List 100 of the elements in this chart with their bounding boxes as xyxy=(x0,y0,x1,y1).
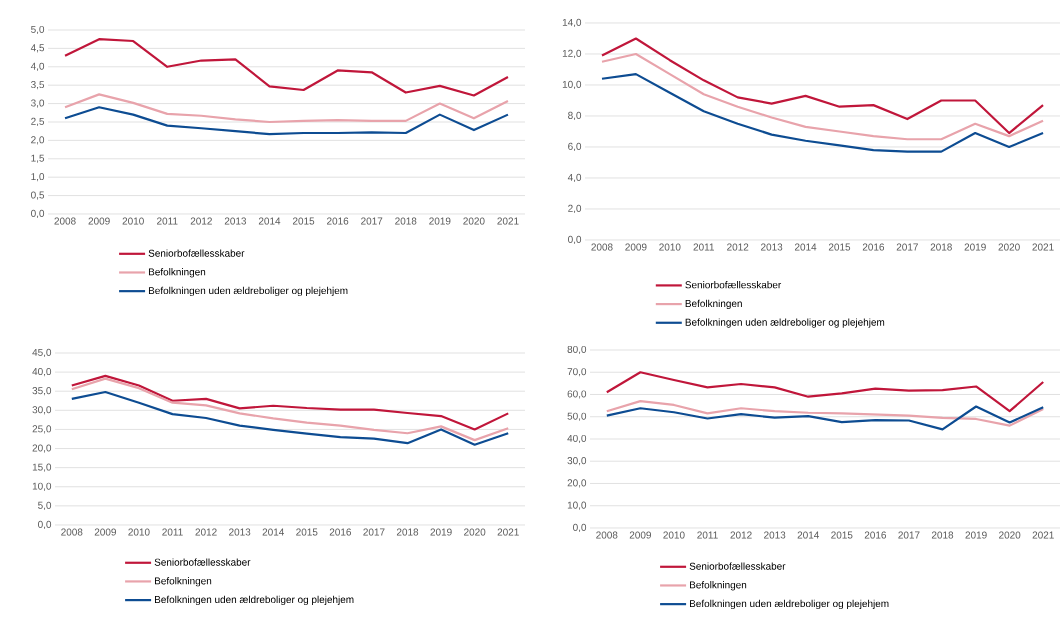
y-tick-label: 4,0 xyxy=(567,173,582,183)
x-tick-label: 2019 xyxy=(430,528,452,536)
x-tick-label: 2018 xyxy=(396,528,419,536)
line-series xyxy=(600,37,1045,135)
y-tick-label: 12,0 xyxy=(562,49,582,59)
x-tick-label: 2010 xyxy=(122,217,144,225)
x-tick-label: 2015 xyxy=(828,243,851,251)
x-tick-label: 2016 xyxy=(862,243,885,251)
x-tick-label: 2009 xyxy=(625,243,647,251)
line-series xyxy=(600,73,1045,153)
x-tick-label: 2015 xyxy=(292,217,315,225)
x-tick-label: 2014 xyxy=(797,531,820,539)
x-tick-label: 2015 xyxy=(296,528,318,536)
y-tick-label: 30,0 xyxy=(32,406,52,415)
y-tick-label: 5,0 xyxy=(38,501,52,510)
legend-label: Befolkningen uden ældreboliger og plejehjem xyxy=(154,595,354,606)
x-tick-label: 2016 xyxy=(864,531,887,539)
y-tick-label: 4,5 xyxy=(30,44,45,53)
line-series xyxy=(63,106,510,136)
x-tick-label: 2016 xyxy=(327,217,349,225)
x-tick-label: 2008 xyxy=(596,531,618,539)
y-tick-label: 20,0 xyxy=(567,479,587,488)
y-tick-label: 60,0 xyxy=(567,390,587,399)
x-tick-label: 2011 xyxy=(697,531,718,539)
line-series xyxy=(605,405,1045,431)
x-tick-label: 2011 xyxy=(162,528,183,536)
x-tick-label: 2021 xyxy=(497,217,519,225)
legend-label: Befolkningen xyxy=(685,299,742,310)
x-tick-label: 2008 xyxy=(61,528,83,536)
y-tick-label: 5,0 xyxy=(31,25,45,35)
x-tick-label: 2018 xyxy=(395,217,417,225)
y-tick-label: 2,0 xyxy=(568,204,582,214)
y-tick-label: 0,0 xyxy=(573,523,587,533)
x-tick-label: 2012 xyxy=(727,243,749,251)
x-tick-label: 2010 xyxy=(659,243,681,251)
y-tick-label: 0,0 xyxy=(31,209,45,219)
x-tick-label: 2013 xyxy=(229,528,251,536)
y-tick-label: 4,0 xyxy=(30,62,45,71)
legend-label: Seniorbofællesskaber xyxy=(154,558,251,566)
x-tick-label: 2021 xyxy=(1032,531,1054,539)
y-tick-label: 10,0 xyxy=(32,482,52,491)
y-tick-label: 40,0 xyxy=(32,367,52,377)
x-tick-label: 2019 xyxy=(964,243,986,251)
y-tick-label: 80,0 xyxy=(567,345,587,355)
y-tick-label: 45,0 xyxy=(32,348,52,358)
legend-label: Seniorbofællesskaber xyxy=(685,281,782,289)
x-tick-label: 2017 xyxy=(363,528,385,536)
x-tick-label: 2020 xyxy=(999,531,1021,539)
x-tick-label: 2011 xyxy=(693,243,714,251)
x-tick-label: 2010 xyxy=(128,528,150,536)
y-tick-label: 70,0 xyxy=(567,368,587,377)
legend-label: Befolkningen uden ældreboliger og plejehjem xyxy=(148,286,348,297)
x-tick-label: 2009 xyxy=(88,217,110,225)
x-tick-label: 2020 xyxy=(463,217,485,225)
y-tick-label: 0,5 xyxy=(31,191,45,200)
x-tick-label: 2021 xyxy=(1032,243,1054,251)
x-tick-label: 2013 xyxy=(761,243,783,251)
legend-label: Seniorbofællesskaber xyxy=(148,249,245,257)
x-tick-label: 2019 xyxy=(429,217,451,225)
y-tick-label: 15,0 xyxy=(32,463,52,472)
legend-label: Seniorbofællesskaber xyxy=(689,562,786,570)
x-tick-label: 2014 xyxy=(262,528,285,536)
y-tick-label: 14,0 xyxy=(562,18,582,28)
x-tick-label: 2014 xyxy=(258,217,281,225)
x-tick-label: 2020 xyxy=(464,528,486,536)
line-series xyxy=(70,390,510,446)
x-tick-label: 2012 xyxy=(190,217,212,225)
x-tick-label: 2008 xyxy=(54,217,76,225)
y-tick-label: 3,0 xyxy=(31,99,45,108)
y-tick-label: 2,0 xyxy=(31,136,45,145)
y-tick-label: 0,0 xyxy=(568,235,582,245)
x-tick-label: 2017 xyxy=(896,243,918,251)
legend-label: Befolkningen xyxy=(154,577,212,587)
x-tick-label: 2017 xyxy=(898,531,920,539)
x-tick-label: 2018 xyxy=(931,531,954,539)
line-series xyxy=(605,371,1045,413)
x-tick-label: 2019 xyxy=(965,531,987,539)
x-tick-label: 2015 xyxy=(831,531,853,539)
x-tick-label: 2013 xyxy=(224,217,247,225)
y-tick-label: 0,0 xyxy=(38,520,52,530)
line-series xyxy=(63,93,510,124)
x-tick-label: 2009 xyxy=(94,528,116,536)
y-tick-label: 10,0 xyxy=(567,501,587,510)
x-tick-label: 2017 xyxy=(361,217,383,225)
y-tick-label: 1,0 xyxy=(31,173,45,182)
line-series xyxy=(70,374,510,431)
line-series xyxy=(63,38,510,97)
x-tick-label: 2016 xyxy=(329,528,352,536)
x-tick-label: 2020 xyxy=(998,243,1020,251)
y-tick-label: 10,0 xyxy=(562,80,582,90)
y-tick-label: 8,0 xyxy=(568,111,582,121)
x-tick-label: 2021 xyxy=(497,528,519,536)
legend-label: Befolkningen uden ældreboliger og plejehjem xyxy=(685,318,885,328)
y-tick-label: 20,0 xyxy=(32,444,52,453)
y-tick-label: 30,0 xyxy=(567,457,587,466)
x-tick-label: 2013 xyxy=(764,531,786,539)
legend-label: Befolkningen uden ældreboliger og plejehjem xyxy=(690,599,889,610)
x-tick-label: 2014 xyxy=(794,243,817,251)
x-tick-label: 2008 xyxy=(591,243,613,251)
x-tick-label: 2009 xyxy=(629,531,651,539)
